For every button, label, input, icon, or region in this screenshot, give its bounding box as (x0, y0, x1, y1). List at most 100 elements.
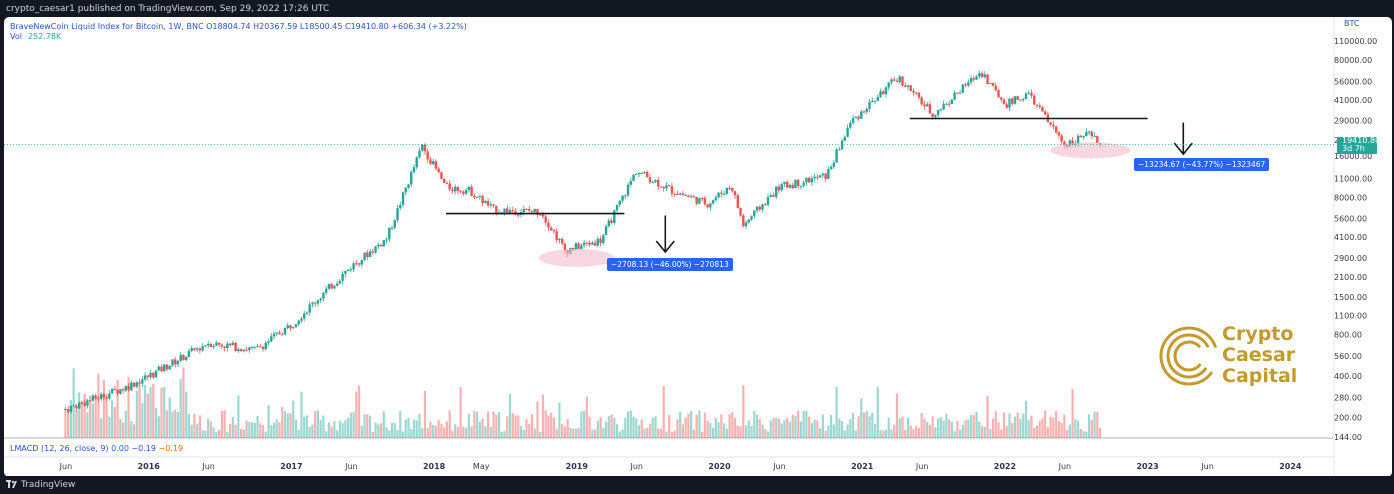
volume-bar (879, 429, 882, 438)
time-tick-year: 2023 (1136, 462, 1158, 471)
volume-bar (964, 420, 967, 438)
volume-bar (972, 415, 975, 438)
candle-body (986, 74, 989, 84)
candle-body (286, 325, 289, 329)
volume-bar (572, 428, 575, 438)
volume-bar (821, 414, 824, 438)
volume-bar (308, 426, 311, 438)
candle-body (467, 186, 471, 191)
volume-bar (956, 421, 959, 438)
volume-bar (443, 427, 446, 438)
candle-body (119, 389, 122, 394)
candle-body (264, 342, 267, 350)
candle-body (571, 247, 575, 250)
volume-bar (231, 417, 234, 438)
candle-body (994, 85, 997, 91)
volume-bar (454, 424, 457, 438)
candle-body (160, 366, 163, 372)
candle-body (366, 252, 369, 258)
volume-bar (1090, 419, 1093, 438)
price-tick-label: 1500.00 (1334, 293, 1367, 302)
candle-body (687, 195, 690, 198)
volume-bar (574, 428, 577, 438)
time-tick-year: 2021 (851, 462, 874, 471)
volume-bar (777, 418, 781, 438)
chart-canvas[interactable]: 110000.00 80000.00 56000.00 41000.00 29000.0… (4, 17, 1392, 477)
volume-bar (709, 422, 712, 438)
volume-bar (797, 410, 800, 438)
candle-body (152, 372, 155, 378)
candle-body (893, 79, 896, 81)
volume-bar (506, 416, 509, 438)
volume-bar (410, 429, 413, 438)
candle-body (448, 183, 451, 190)
volume-bar (566, 418, 569, 438)
candle-body (777, 186, 781, 191)
volume-bar (432, 425, 435, 438)
measure-label-2022[interactable]: −13234.67 (−43.77%) −1323467 (1134, 158, 1270, 171)
time-tick-year: 2016 (138, 462, 161, 471)
candle-body (816, 176, 819, 178)
volume-bar (555, 429, 558, 438)
volume-bar (357, 385, 361, 438)
candle-body (591, 242, 594, 245)
candle-body (437, 168, 440, 173)
chart-panel[interactable]: 110000.00 80000.00 56000.00 41000.00 29000.0… (4, 17, 1392, 477)
candle-body (824, 173, 827, 179)
volume-bar (890, 429, 893, 438)
candle-body (599, 238, 602, 243)
candle-body (220, 344, 224, 347)
candle-body (711, 200, 715, 204)
volume-bar (374, 422, 377, 438)
volume-bar (978, 421, 981, 438)
price-tick-label: 80000.00 (1334, 56, 1372, 65)
down-arrow-2019-head (655, 240, 675, 254)
volume-bar (808, 416, 811, 438)
volume-bar (569, 428, 572, 438)
candle-body (898, 76, 901, 82)
volume-bar (415, 420, 418, 438)
volume-bar (706, 420, 709, 438)
candle-body (72, 405, 75, 407)
volume-bar (327, 422, 331, 438)
measure-label-2018[interactable]: −2708.13 (−46.00%) −270813 (607, 258, 733, 271)
candle-body (967, 82, 970, 86)
candle-body (456, 186, 460, 192)
candle-body (86, 400, 89, 406)
candle-body (1090, 131, 1094, 137)
price-tick-label: 200.00 (1334, 413, 1362, 422)
candle-body (212, 345, 215, 347)
volume-bar (229, 423, 232, 438)
volume-bar (426, 428, 429, 438)
volume-bar (278, 422, 281, 438)
candle-body (475, 196, 479, 198)
candle-body (829, 166, 833, 169)
volume-bar (865, 411, 868, 438)
volume-bar (1030, 415, 1033, 438)
volume-bar (138, 384, 141, 438)
candle-body (709, 203, 712, 208)
volume-bar (336, 430, 339, 438)
candle-body (311, 302, 314, 305)
candle-body (700, 198, 704, 200)
footer-strip: TradingView (0, 476, 1394, 494)
candle-body (725, 187, 729, 194)
volume-bar (920, 413, 923, 438)
macd-value: 0.00 (111, 444, 129, 453)
volume-bar (626, 411, 630, 438)
volume-bar (607, 416, 610, 438)
candle-body (646, 171, 649, 178)
volume-bar (651, 417, 654, 438)
volume-bar (168, 397, 171, 438)
candle-body (130, 382, 133, 391)
volume-bar (528, 423, 531, 438)
logo-mark-icon (1159, 326, 1219, 386)
volume-bar (495, 415, 498, 438)
macd-legend: LMACD (12, 26, close, 9) 0.00 −0.19 −0.1… (10, 444, 183, 453)
macd-histogram-value: −0.19 (158, 444, 184, 453)
volume-bar (423, 390, 427, 438)
volume-bar (703, 412, 706, 438)
volume-bar (670, 431, 674, 438)
candle-body (1060, 135, 1063, 142)
volume-bar (698, 410, 701, 438)
